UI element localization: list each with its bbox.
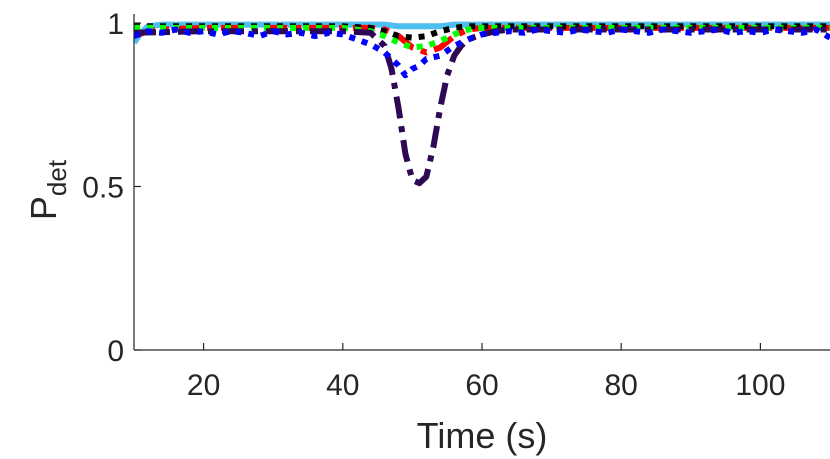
- x-tick-label: 60: [465, 369, 498, 402]
- x-axis-label: Time (s): [417, 415, 548, 456]
- series-line-5: [134, 26, 830, 187]
- ticks-layer: 20 40 60 80 100 0 0.5 1: [82, 8, 785, 402]
- y-tick-label: 1: [107, 8, 124, 41]
- y-axis-label-subscript: det: [42, 159, 72, 196]
- x-tick-label: 40: [326, 369, 359, 402]
- x-tick-label: 80: [605, 369, 638, 402]
- y-axis-label-main: P: [23, 196, 64, 220]
- x-tick-label: 100: [735, 369, 785, 402]
- series-line-4: [134, 24, 830, 51]
- x-tick-label: 20: [187, 369, 220, 402]
- y-tick-label: 0: [107, 335, 124, 368]
- y-axis-label: Pdet: [23, 159, 72, 220]
- series-line-6: [134, 26, 830, 79]
- axes-layer: [133, 14, 830, 351]
- series-layer: [134, 21, 830, 187]
- y-tick-label: 0.5: [82, 172, 124, 205]
